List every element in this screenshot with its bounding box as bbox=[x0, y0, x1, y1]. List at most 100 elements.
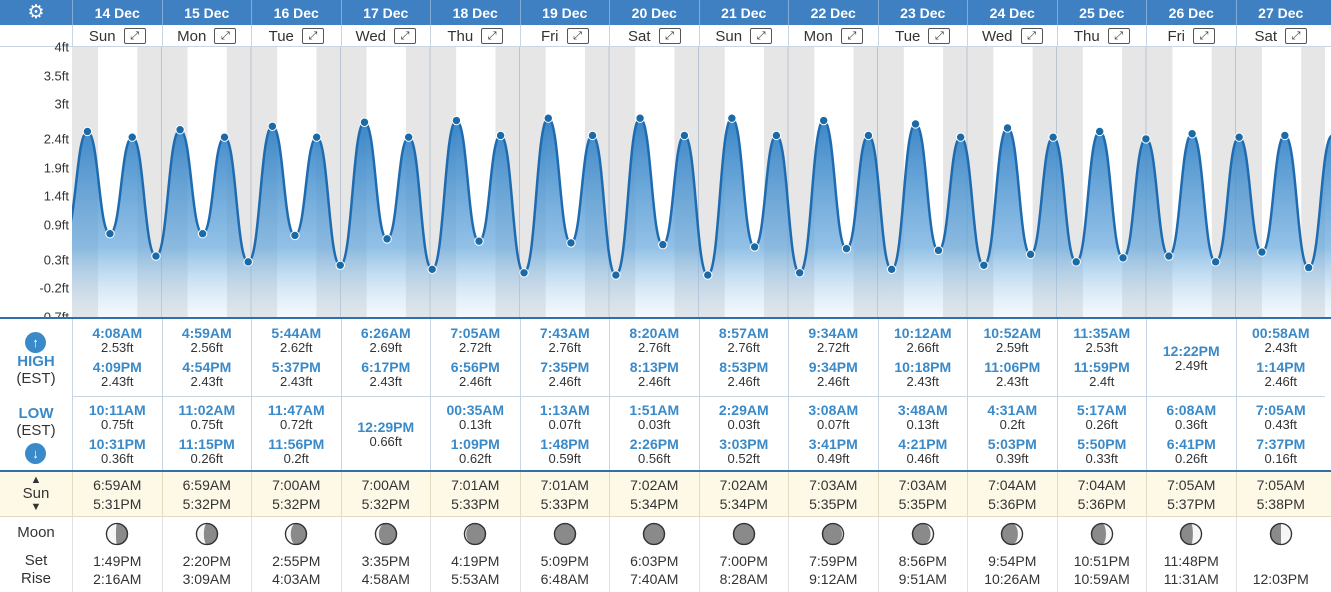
high-tide-event: 8:53PM 2.46ft bbox=[700, 360, 789, 389]
low-tide-height: 0.39ft bbox=[995, 451, 1029, 466]
date-label[interactable]: 24 Dec bbox=[967, 0, 1057, 25]
high-tide-event: 8:20AM 2.76ft bbox=[610, 326, 699, 355]
moonset-time: 1:49PM bbox=[93, 553, 142, 569]
date-label[interactable]: 26 Dec bbox=[1146, 0, 1236, 25]
date-label[interactable]: 27 Dec bbox=[1235, 0, 1326, 25]
high-tide-time: 10:52AM bbox=[983, 325, 1042, 341]
low-tide-height: 0.49ft bbox=[816, 451, 850, 466]
tide-point bbox=[566, 238, 576, 248]
day-cell: Sat ⤢ bbox=[609, 25, 699, 47]
moonset-time: 3:35PM bbox=[361, 553, 410, 569]
low-tide-event: 11:15PM 0.26ft bbox=[163, 437, 252, 466]
expand-arrows-icon[interactable]: ⤢ bbox=[840, 28, 863, 44]
low-tide-event: 10:11AM 0.75ft bbox=[73, 403, 162, 432]
low-tide-time: 2:29AM bbox=[718, 402, 769, 418]
expand-arrows-icon[interactable]: ⤢ bbox=[394, 28, 417, 44]
low-tide-time: 11:47AM bbox=[267, 402, 325, 418]
sunrise-time: 7:03AM bbox=[898, 477, 947, 493]
sunset-time: 5:35PM bbox=[809, 496, 858, 512]
tide-point bbox=[543, 113, 553, 123]
date-label[interactable]: 18 Dec bbox=[430, 0, 520, 25]
sunrise-time: 7:04AM bbox=[988, 477, 1037, 493]
moonset-time: 2:55PM bbox=[272, 553, 321, 569]
date-label[interactable]: 15 Dec bbox=[161, 0, 252, 25]
sun-times: 7:04AM 5:36PM bbox=[1056, 472, 1147, 517]
high-tide-event: 5:37PM 2.43ft bbox=[252, 360, 341, 389]
date-label[interactable]: 16 Dec bbox=[251, 0, 341, 25]
expand-arrows-icon[interactable]: ⤢ bbox=[566, 28, 589, 44]
tide-day-column: 8:20AM 2.76ft 8:13PM 2.46ft 1:51AM 0.03ft 2:26… bbox=[609, 319, 699, 470]
sun-times: 7:03AM 5:35PM bbox=[877, 472, 968, 517]
tide-point bbox=[519, 268, 529, 278]
expand-arrows-icon[interactable]: ⤢ bbox=[123, 28, 146, 44]
expand-arrows-icon[interactable]: ⤢ bbox=[928, 28, 951, 44]
high-tide-height: 2.59ft bbox=[995, 340, 1029, 355]
arrow-up-icon: ↑ bbox=[25, 332, 46, 353]
date-label[interactable]: 21 Dec bbox=[698, 0, 789, 25]
tide-point bbox=[635, 113, 645, 123]
moonset-time: 4:19PM bbox=[451, 553, 500, 569]
tide-point bbox=[1071, 257, 1081, 267]
sunrise-time: 7:01AM bbox=[540, 477, 589, 493]
low-tide-event: 3:08AM 0.07ft bbox=[789, 403, 878, 432]
tide-point bbox=[1280, 130, 1290, 141]
gear-icon[interactable]: ⚙ bbox=[27, 2, 45, 23]
low-tide-event: 1:13AM 0.07ft bbox=[521, 403, 610, 432]
low-tide-event: 12:29PM 0.66ft bbox=[342, 420, 431, 449]
high-tide-time: 10:12AM bbox=[893, 325, 952, 341]
low-tz-label: (EST) bbox=[16, 422, 56, 439]
expand-arrows-icon[interactable]: ⤢ bbox=[1193, 28, 1215, 44]
high-tide-height: 2.49ft bbox=[1174, 358, 1208, 373]
high-tide-time: 7:05AM bbox=[450, 325, 501, 341]
date-label[interactable]: 19 Dec bbox=[519, 0, 610, 25]
date-label[interactable]: 20 Dec bbox=[609, 0, 699, 25]
day-cell: Mon ⤢ bbox=[161, 25, 252, 47]
expand-arrows-icon[interactable]: ⤢ bbox=[750, 28, 773, 44]
tide-point bbox=[794, 268, 805, 278]
tide-point bbox=[1164, 251, 1174, 261]
low-tide-time: 4:31AM bbox=[987, 402, 1038, 418]
low-tide-event: 3:03PM 0.52ft bbox=[700, 437, 789, 466]
date-label[interactable]: 14 Dec bbox=[72, 0, 162, 25]
tide-day-column: 7:05AM 2.72ft 6:56PM 2.46ft 00:35AM 0.13ft 1:0… bbox=[430, 319, 520, 470]
date-label[interactable]: 22 Dec bbox=[788, 0, 878, 25]
tide-point bbox=[749, 242, 760, 252]
expand-arrows-icon[interactable]: ⤢ bbox=[1107, 28, 1130, 44]
expand-arrows-icon[interactable]: ⤢ bbox=[301, 28, 324, 44]
moon-phase-icon bbox=[732, 522, 755, 546]
tide-chart bbox=[72, 47, 1331, 317]
moon-day-column: 7:59PM 9:12AM bbox=[788, 517, 878, 592]
high-tide-time: 11:35AM bbox=[1073, 325, 1131, 341]
date-label[interactable]: 25 Dec bbox=[1056, 0, 1147, 25]
moon-day-column: 8:56PM 9:51AM bbox=[877, 517, 968, 592]
high-tide-time: 8:57AM bbox=[718, 325, 769, 341]
sunrise-time: 7:03AM bbox=[809, 477, 858, 493]
high-tide-event: 6:26AM 2.69ft bbox=[342, 326, 431, 355]
sunrise-time: 7:00AM bbox=[272, 477, 321, 493]
high-tide-height: 2.69ft bbox=[369, 340, 403, 355]
moonset-time: 11:48PM bbox=[1163, 553, 1219, 569]
expand-arrows-icon[interactable]: ⤢ bbox=[658, 28, 681, 44]
expand-arrows-icon[interactable]: ⤢ bbox=[1020, 28, 1043, 44]
tide-point bbox=[703, 270, 713, 280]
high-low-divider bbox=[73, 396, 162, 397]
sun-times: 7:01AM 5:33PM bbox=[519, 472, 610, 517]
tide-point bbox=[197, 229, 208, 239]
sunset-time: 5:34PM bbox=[719, 496, 768, 512]
expand-arrows-icon[interactable]: ⤢ bbox=[481, 28, 504, 44]
tide-point bbox=[1187, 129, 1197, 139]
high-tide-time: 1:14PM bbox=[1256, 359, 1306, 375]
moon-phase-icon bbox=[106, 522, 129, 546]
day-cell: Wed ⤢ bbox=[340, 25, 431, 47]
moonrise-time: 6:48AM bbox=[540, 571, 589, 587]
date-label[interactable]: 23 Dec bbox=[877, 0, 968, 25]
expand-arrows-icon[interactable]: ⤢ bbox=[1285, 28, 1307, 44]
date-label[interactable]: 17 Dec bbox=[340, 0, 431, 25]
high-low-divider bbox=[1147, 396, 1236, 397]
moon-phase-icon bbox=[822, 522, 845, 546]
expand-arrows-icon[interactable]: ⤢ bbox=[214, 28, 237, 44]
tide-day-column: 7:43AM 2.76ft 7:35PM 2.46ft 1:13AM 0.07ft 1:48… bbox=[519, 319, 610, 470]
high-tide-height: 2.72ft bbox=[458, 340, 492, 355]
sun-label: ▲ Sun ▼ bbox=[0, 472, 72, 517]
moon-day-column: 3:35PM 4:58AM bbox=[340, 517, 431, 592]
